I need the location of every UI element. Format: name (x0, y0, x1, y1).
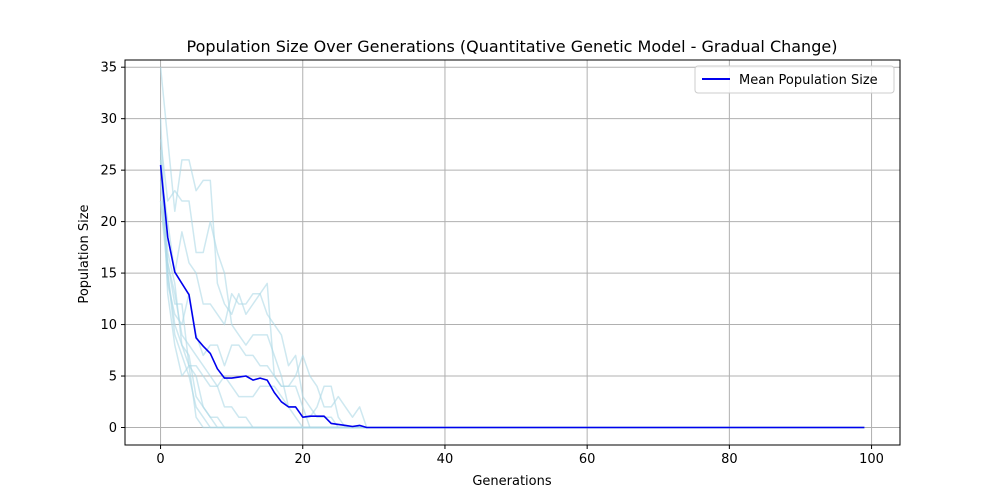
run-line (159, 180, 865, 429)
x-tick-label: 100 (859, 452, 884, 467)
legend: Mean Population Size (694, 65, 895, 94)
chart-title: Population Size Over Generations (Quanti… (187, 37, 838, 56)
x-tick-label: 60 (579, 452, 596, 467)
individual-runs (159, 67, 865, 429)
y-axis-label: Population Size (77, 204, 92, 303)
legend-box (694, 65, 895, 94)
run-line (159, 200, 865, 429)
y-tick-label: 30 (100, 112, 117, 127)
x-tick-label: 0 (156, 452, 164, 467)
run-line (159, 200, 865, 429)
x-axis-label: Generations (472, 474, 552, 489)
y-tick-label: 25 (100, 164, 117, 179)
run-line (159, 139, 865, 429)
x-tick-label: 20 (294, 452, 311, 467)
y-tick-label: 0 (109, 421, 117, 436)
y-tick-label: 5 (109, 370, 117, 385)
y-tick-label: 35 (100, 61, 117, 76)
run-line (159, 67, 865, 429)
y-tick-label: 20 (100, 215, 117, 230)
series-line-mean-population-size (159, 164, 865, 429)
legend-label: Mean Population Size (739, 73, 878, 88)
run-line (159, 118, 865, 429)
run-line (159, 159, 865, 429)
y-tick-label: 10 (100, 318, 117, 333)
plot-frame (124, 59, 901, 446)
axis-ticks: 0 20 40 60 80 100 0 5 10 15 20 25 30 35 (100, 61, 884, 467)
x-tick-label: 80 (721, 452, 738, 467)
grid (125, 60, 900, 445)
run-line (159, 149, 865, 429)
y-tick-label: 15 (100, 267, 117, 282)
mean-series (159, 164, 865, 429)
run-line (159, 159, 865, 429)
x-tick-label: 40 (437, 452, 454, 467)
run-line (159, 169, 865, 429)
